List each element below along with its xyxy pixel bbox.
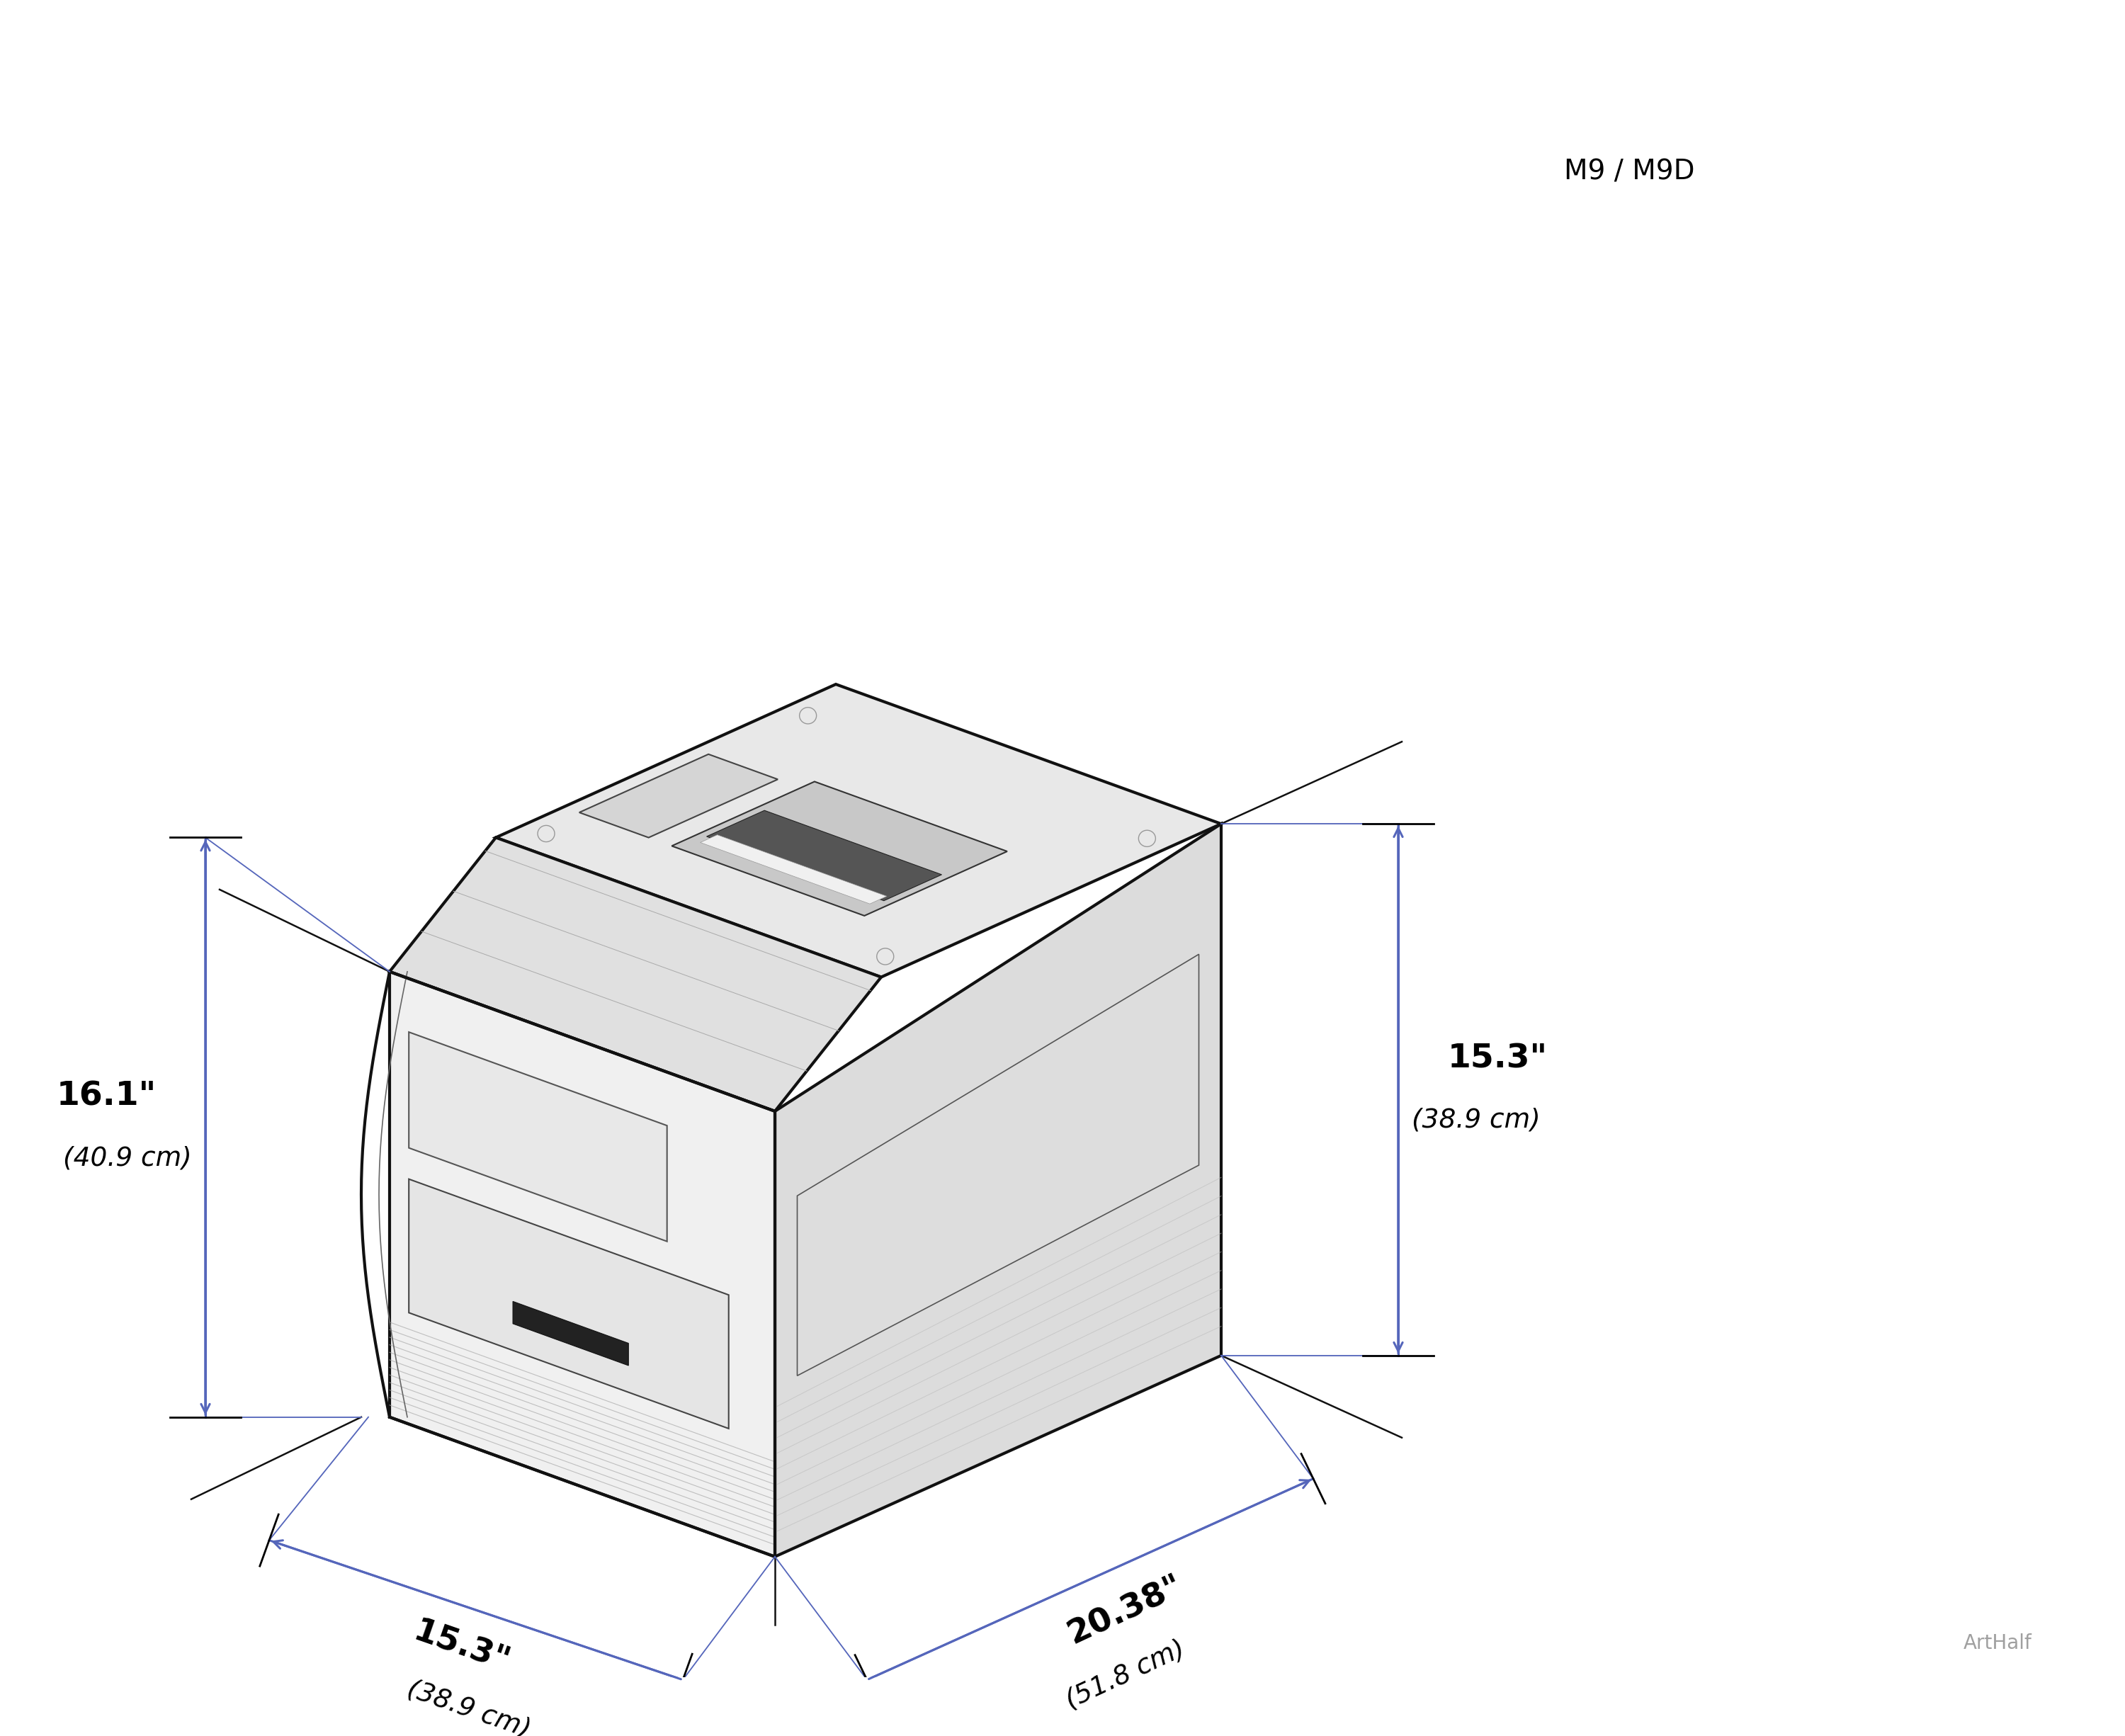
Text: 16.1": 16.1": [55, 1080, 157, 1113]
Polygon shape: [408, 1179, 729, 1429]
Polygon shape: [701, 835, 886, 904]
Polygon shape: [408, 1033, 667, 1241]
Text: ArtHalf: ArtHalf: [1964, 1634, 2031, 1653]
Text: 15.3": 15.3": [1447, 1043, 1547, 1075]
Text: M9 / M9D: M9 / M9D: [1564, 158, 1694, 186]
Polygon shape: [797, 955, 1198, 1375]
Polygon shape: [708, 811, 941, 901]
Text: (38.9 cm): (38.9 cm): [404, 1675, 533, 1736]
Text: 15.3": 15.3": [410, 1616, 514, 1679]
Polygon shape: [512, 1302, 629, 1366]
Polygon shape: [495, 684, 1222, 977]
Polygon shape: [389, 972, 776, 1557]
Text: (40.9 cm): (40.9 cm): [64, 1146, 191, 1170]
Polygon shape: [389, 837, 882, 1111]
Text: (38.9 cm): (38.9 cm): [1411, 1108, 1541, 1134]
Text: 20.38": 20.38": [1062, 1569, 1188, 1651]
Polygon shape: [672, 781, 1007, 917]
Polygon shape: [580, 753, 778, 837]
Text: (51.8 cm): (51.8 cm): [1062, 1637, 1190, 1713]
Polygon shape: [776, 825, 1222, 1557]
